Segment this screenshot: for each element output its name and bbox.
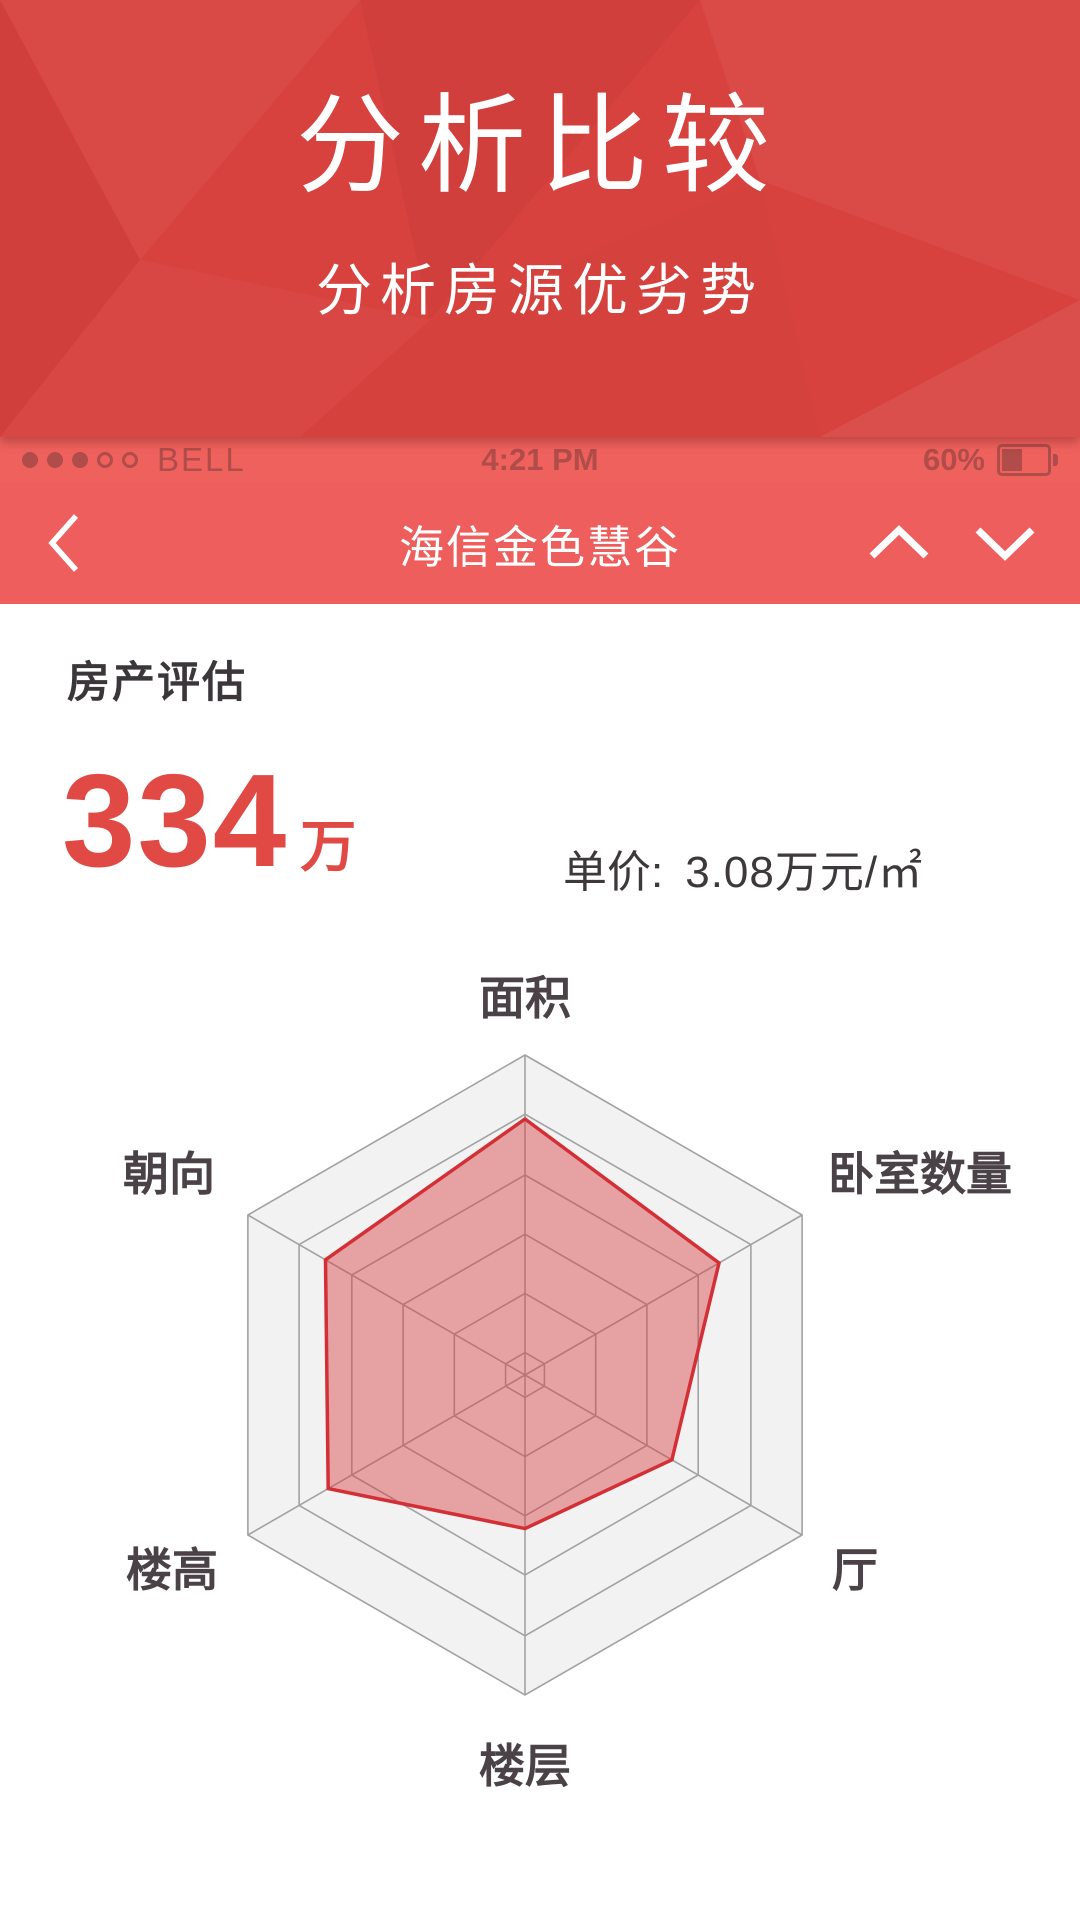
signal-strength-icon: [22, 451, 147, 468]
radar-axis-label: 卧室数量: [828, 1148, 1012, 1200]
clock-label: 4:21 PM: [481, 441, 599, 477]
radar-axis-label: 朝向: [123, 1148, 215, 1200]
page-title: 分析比较: [295, 85, 784, 206]
carrier-label: BELL: [157, 440, 246, 478]
chevron-up-icon: [869, 525, 929, 559]
header-banner: 分析比较 分析房源优劣势: [0, 0, 1080, 437]
unit-price: 单价: 3.08万元/㎡: [563, 836, 923, 900]
radar-chart: 面积卧室数量厅楼层 楼高 朝向: [0, 940, 1080, 1820]
header-polygon-texture: [0, 0, 1080, 437]
total-price-unit: 万: [300, 815, 357, 878]
section-title-evaluation: 房产评估: [67, 659, 247, 707]
radar-axis-label: 面积: [479, 972, 571, 1024]
chevron-down-icon: [975, 527, 1035, 561]
battery-percent-label: 60%: [922, 441, 985, 477]
signal-dot-filled: [47, 451, 63, 468]
unit-price-label: 单价:: [563, 848, 664, 897]
signal-dot-filled: [72, 451, 88, 468]
nav-bar: 海信金色慧谷: [0, 482, 1080, 604]
property-name-title: 海信金色慧谷: [398, 521, 681, 573]
radar-axis-label: 楼高: [126, 1544, 218, 1596]
radar-axis-label: 楼层: [479, 1740, 571, 1792]
page-subtitle: 分析房源优劣势: [316, 259, 764, 322]
back-chevron-icon: [48, 514, 79, 572]
signal-dot-empty: [97, 451, 113, 468]
back-button[interactable]: [44, 512, 84, 574]
total-price: 334 万: [62, 747, 357, 894]
collapse-up-button[interactable]: [864, 518, 934, 568]
status-bar: BELL 4:21 PM 60%: [0, 437, 1080, 482]
battery-icon: [997, 443, 1058, 476]
total-price-value: 334: [62, 747, 289, 894]
expand-down-button[interactable]: [970, 518, 1040, 568]
radar-axis-label: 厅: [832, 1544, 878, 1596]
signal-dot-empty: [122, 451, 138, 468]
signal-dot-filled: [22, 451, 38, 468]
unit-price-value: 3.08万元/㎡: [685, 848, 924, 897]
